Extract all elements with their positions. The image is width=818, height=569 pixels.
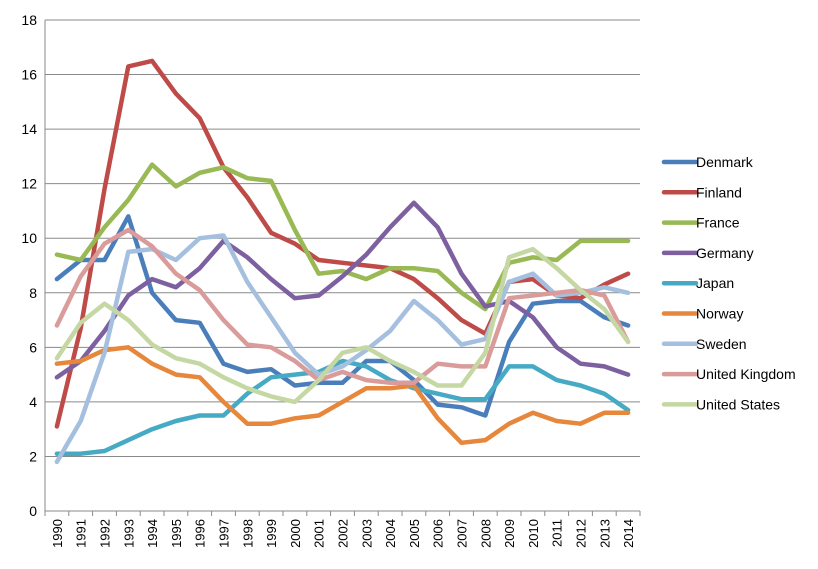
x-tick-label: 2003 bbox=[359, 519, 374, 548]
y-tick-label: 2 bbox=[29, 448, 37, 464]
legend-label: Finland bbox=[696, 184, 742, 200]
x-axis: 1990 1991 1992 1993 1994 1995 1996 1997 1998 1999… bbox=[44, 510, 641, 548]
x-tick-label: 1997 bbox=[217, 519, 232, 548]
x-tick-label: 1991 bbox=[74, 519, 89, 548]
y-tick-label: 12 bbox=[21, 176, 37, 192]
legend-entry: Germany bbox=[661, 245, 754, 261]
x-tick-label: 1999 bbox=[264, 519, 279, 548]
x-tick-label: 2008 bbox=[478, 519, 493, 548]
x-tick-label: 1995 bbox=[169, 519, 184, 548]
y-axis: 0 2 4 6 8 10 12 14 16 18 bbox=[21, 12, 46, 519]
y-tick-label: 18 bbox=[21, 12, 37, 28]
y-tick-label: 8 bbox=[29, 285, 37, 301]
legend-entry: Norway bbox=[661, 306, 743, 322]
legend-entry: Sweden bbox=[661, 336, 747, 352]
legend-label: United States bbox=[696, 396, 780, 412]
series-line-finland bbox=[54, 58, 631, 429]
x-tick-label: 1990 bbox=[50, 519, 65, 548]
legend-entry: United Kingdom bbox=[661, 366, 796, 382]
series-line-france bbox=[54, 162, 631, 312]
x-tick-label: 2006 bbox=[431, 519, 446, 548]
legend-label: Sweden bbox=[696, 336, 747, 352]
legend-label: Norway bbox=[696, 306, 743, 322]
y-tick-label: 4 bbox=[29, 394, 37, 410]
x-tick-label: 2004 bbox=[383, 519, 398, 548]
legend-entry: France bbox=[661, 215, 740, 231]
x-tick-label: 2002 bbox=[336, 519, 351, 548]
series-line-germany bbox=[54, 200, 631, 380]
x-tick-label: 2011 bbox=[550, 519, 565, 547]
legend-entry: Finland bbox=[661, 184, 742, 200]
y-tick-label: 0 bbox=[29, 503, 37, 519]
legend-label: France bbox=[696, 215, 740, 231]
series-line-denmark bbox=[54, 214, 631, 418]
legend-label: United Kingdom bbox=[696, 366, 796, 382]
x-tick-label: 2007 bbox=[455, 519, 470, 548]
x-tick-label: 2001 bbox=[312, 519, 327, 548]
y-tick-label: 10 bbox=[21, 230, 37, 246]
x-tick-label: 2000 bbox=[288, 519, 303, 548]
x-tick-label: 1994 bbox=[145, 519, 160, 548]
x-tick-label: 2013 bbox=[597, 519, 612, 548]
legend-entry: Denmark bbox=[661, 154, 754, 170]
series-line-united-states bbox=[54, 246, 631, 405]
series-lines bbox=[54, 58, 631, 465]
legend-label: Denmark bbox=[696, 154, 754, 170]
x-tick-label: 2014 bbox=[621, 519, 636, 548]
x-tick-label: 2010 bbox=[526, 519, 541, 548]
legend-label: Germany bbox=[696, 245, 754, 261]
series-line-united-kingdom bbox=[54, 227, 631, 386]
legend-entry: Japan bbox=[661, 275, 734, 291]
y-tick-label: 14 bbox=[21, 121, 37, 137]
series-line-norway bbox=[54, 345, 631, 446]
x-tick-label: 1998 bbox=[240, 519, 255, 548]
x-tick-label: 1993 bbox=[121, 519, 136, 548]
series-line-japan bbox=[54, 358, 631, 456]
x-tick-label: 1992 bbox=[98, 519, 113, 548]
legend-entry: United States bbox=[661, 396, 780, 412]
legend-label: Japan bbox=[696, 275, 734, 291]
x-tick-label: 2009 bbox=[502, 519, 517, 548]
y-tick-label: 6 bbox=[29, 339, 37, 355]
x-tick-label: 2012 bbox=[574, 519, 589, 548]
legend: Denmark Finland France Germany Japan Norway Sw… bbox=[661, 154, 796, 412]
x-tick-label: 1996 bbox=[193, 519, 208, 548]
y-tick-label: 16 bbox=[21, 67, 37, 83]
x-tick-label: 2005 bbox=[407, 519, 422, 548]
